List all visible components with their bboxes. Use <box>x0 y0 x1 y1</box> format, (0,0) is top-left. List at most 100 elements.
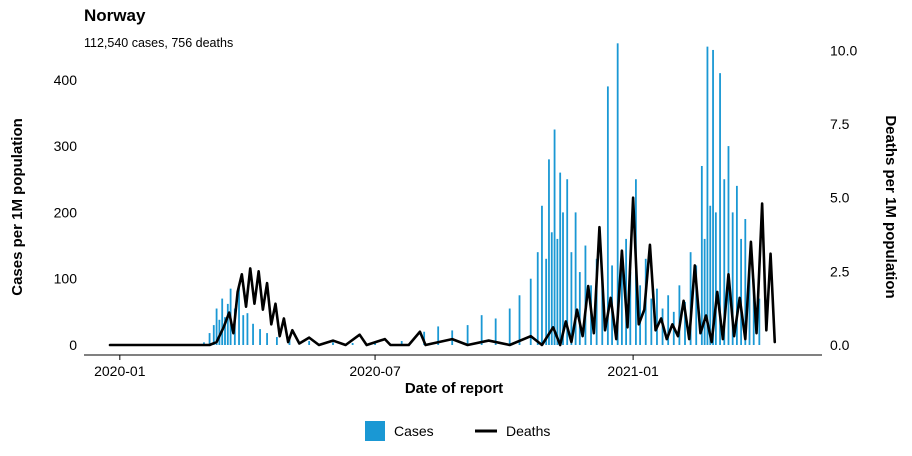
cases-bar-68 <box>700 165 703 345</box>
cases-bar-55 <box>629 272 632 345</box>
x-axis: 2020-01 2020-07 2021-01 <box>94 355 659 379</box>
legend-cases-swatch <box>365 421 385 441</box>
x-tick-label-2: 2021-01 <box>607 363 659 379</box>
cases-bar-15 <box>259 329 261 345</box>
cases-bar-59 <box>650 298 653 345</box>
cases-bar-18 <box>288 339 291 345</box>
x-axis-title: Date of report <box>405 380 503 397</box>
cases-bar-32 <box>529 278 532 345</box>
cases-bar-29 <box>494 318 497 345</box>
cases-bar-65 <box>684 301 686 345</box>
cases-bar-43 <box>570 252 573 345</box>
cases-bar-17 <box>275 337 278 345</box>
right-y-axis-title: Deaths per 1M population <box>882 115 899 298</box>
cases-bar-35 <box>545 258 548 345</box>
cases-bar-69 <box>703 238 706 345</box>
cases-bar-74 <box>719 73 721 346</box>
cases-bar-25 <box>437 326 440 345</box>
left-y-axis-title: Cases per 1M population <box>9 118 26 296</box>
legend: Cases Deaths <box>365 421 550 441</box>
left-y-tick-label-3: 300 <box>54 138 78 154</box>
cases-bar-79 <box>740 238 742 345</box>
cases-bar-76 <box>727 146 730 345</box>
left-y-tick-label-4: 400 <box>54 72 78 88</box>
chart-title: Norway <box>84 6 146 25</box>
cases-bar-72 <box>712 49 714 345</box>
deaths-line-layer <box>108 196 777 347</box>
cases-bar-6 <box>221 298 224 345</box>
cases-bar-83 <box>758 298 761 345</box>
left-y-axis: 0 100 200 300 400 <box>54 72 78 353</box>
cases-bar-67 <box>695 265 698 345</box>
chart-subtitle: 112,540 cases, 756 deaths <box>84 36 233 50</box>
cases-bar-3 <box>212 325 215 345</box>
cases-bar-4 <box>215 308 218 345</box>
cases-bar-1 <box>203 342 205 345</box>
x-tick-label-0: 2020-01 <box>94 363 146 379</box>
cases-bar-21 <box>351 343 354 345</box>
cases-bar-46 <box>584 245 587 345</box>
cases-bar-26 <box>451 330 454 345</box>
cases-bar-40 <box>559 172 562 345</box>
cases-bar-31 <box>518 295 521 345</box>
cases-bar-70 <box>706 46 709 345</box>
cases-bar-82 <box>752 278 755 345</box>
legend-cases-label: Cases <box>394 423 434 439</box>
cases-bar-41 <box>562 212 564 345</box>
left-y-tick-label-2: 200 <box>54 204 78 220</box>
cases-bar-13 <box>246 313 249 345</box>
right-y-tick-label-0: 0.0 <box>830 337 850 353</box>
cases-bar-11 <box>238 286 240 345</box>
cases-bars <box>203 43 761 346</box>
cases-bar-50 <box>606 86 609 345</box>
cases-bar-52 <box>616 43 619 345</box>
cases-bar-7 <box>224 317 226 345</box>
right-y-tick-label-2: 5.0 <box>830 190 850 206</box>
cases-bar-42 <box>566 179 569 345</box>
right-y-tick-label-3: 7.5 <box>830 116 850 132</box>
cases-bar-53 <box>620 258 623 345</box>
cases-bar-71 <box>709 205 712 345</box>
cases-bar-60 <box>656 288 658 345</box>
cases-bar-39 <box>556 238 559 345</box>
legend-deaths-label: Deaths <box>506 423 550 439</box>
cases-bar-45 <box>578 272 581 345</box>
right-y-tick-label-4: 10.0 <box>830 42 857 58</box>
left-y-tick-label-0: 0 <box>69 337 77 353</box>
cases-bar-78 <box>735 185 738 345</box>
left-y-tick-label-1: 100 <box>54 271 78 287</box>
cases-bar-36 <box>548 159 550 345</box>
cases-bar-14 <box>252 323 254 345</box>
cases-bar-77 <box>731 212 734 345</box>
cases-bar-66 <box>689 252 692 345</box>
cases-bar-49 <box>601 282 604 345</box>
cases-bar-62 <box>667 295 670 345</box>
cases-bar-23 <box>400 341 403 345</box>
cases-bar-27 <box>466 325 469 345</box>
cases-bar-38 <box>553 129 556 345</box>
cases-bar-34 <box>541 205 543 345</box>
x-tick-label-1: 2020-07 <box>349 363 401 379</box>
cases-bar-75 <box>723 179 726 345</box>
cases-bar-64 <box>678 285 681 345</box>
cases-bar-28 <box>480 315 483 345</box>
cases-bar-16 <box>266 333 268 345</box>
cases-bar-19 <box>308 341 311 345</box>
cases-bar-73 <box>714 212 717 345</box>
cases-bar-5 <box>218 319 221 345</box>
cases-bar-30 <box>508 308 511 345</box>
cases-bar-8 <box>226 303 229 345</box>
cases-bar-57 <box>639 285 642 345</box>
cases-bar-20 <box>332 342 334 345</box>
cases-bar-12 <box>242 315 245 345</box>
cases-bar-33 <box>536 252 539 345</box>
right-y-axis: 0.0 2.5 5.0 7.5 10.0 <box>830 42 857 353</box>
cases-bar-22 <box>374 343 376 345</box>
right-y-tick-label-1: 2.5 <box>830 263 850 279</box>
cases-bar-44 <box>574 212 577 345</box>
deaths-line <box>108 196 777 347</box>
cases-bar-80 <box>744 219 747 345</box>
cases-bar-81 <box>748 265 751 345</box>
cases-bar-37 <box>550 232 553 345</box>
